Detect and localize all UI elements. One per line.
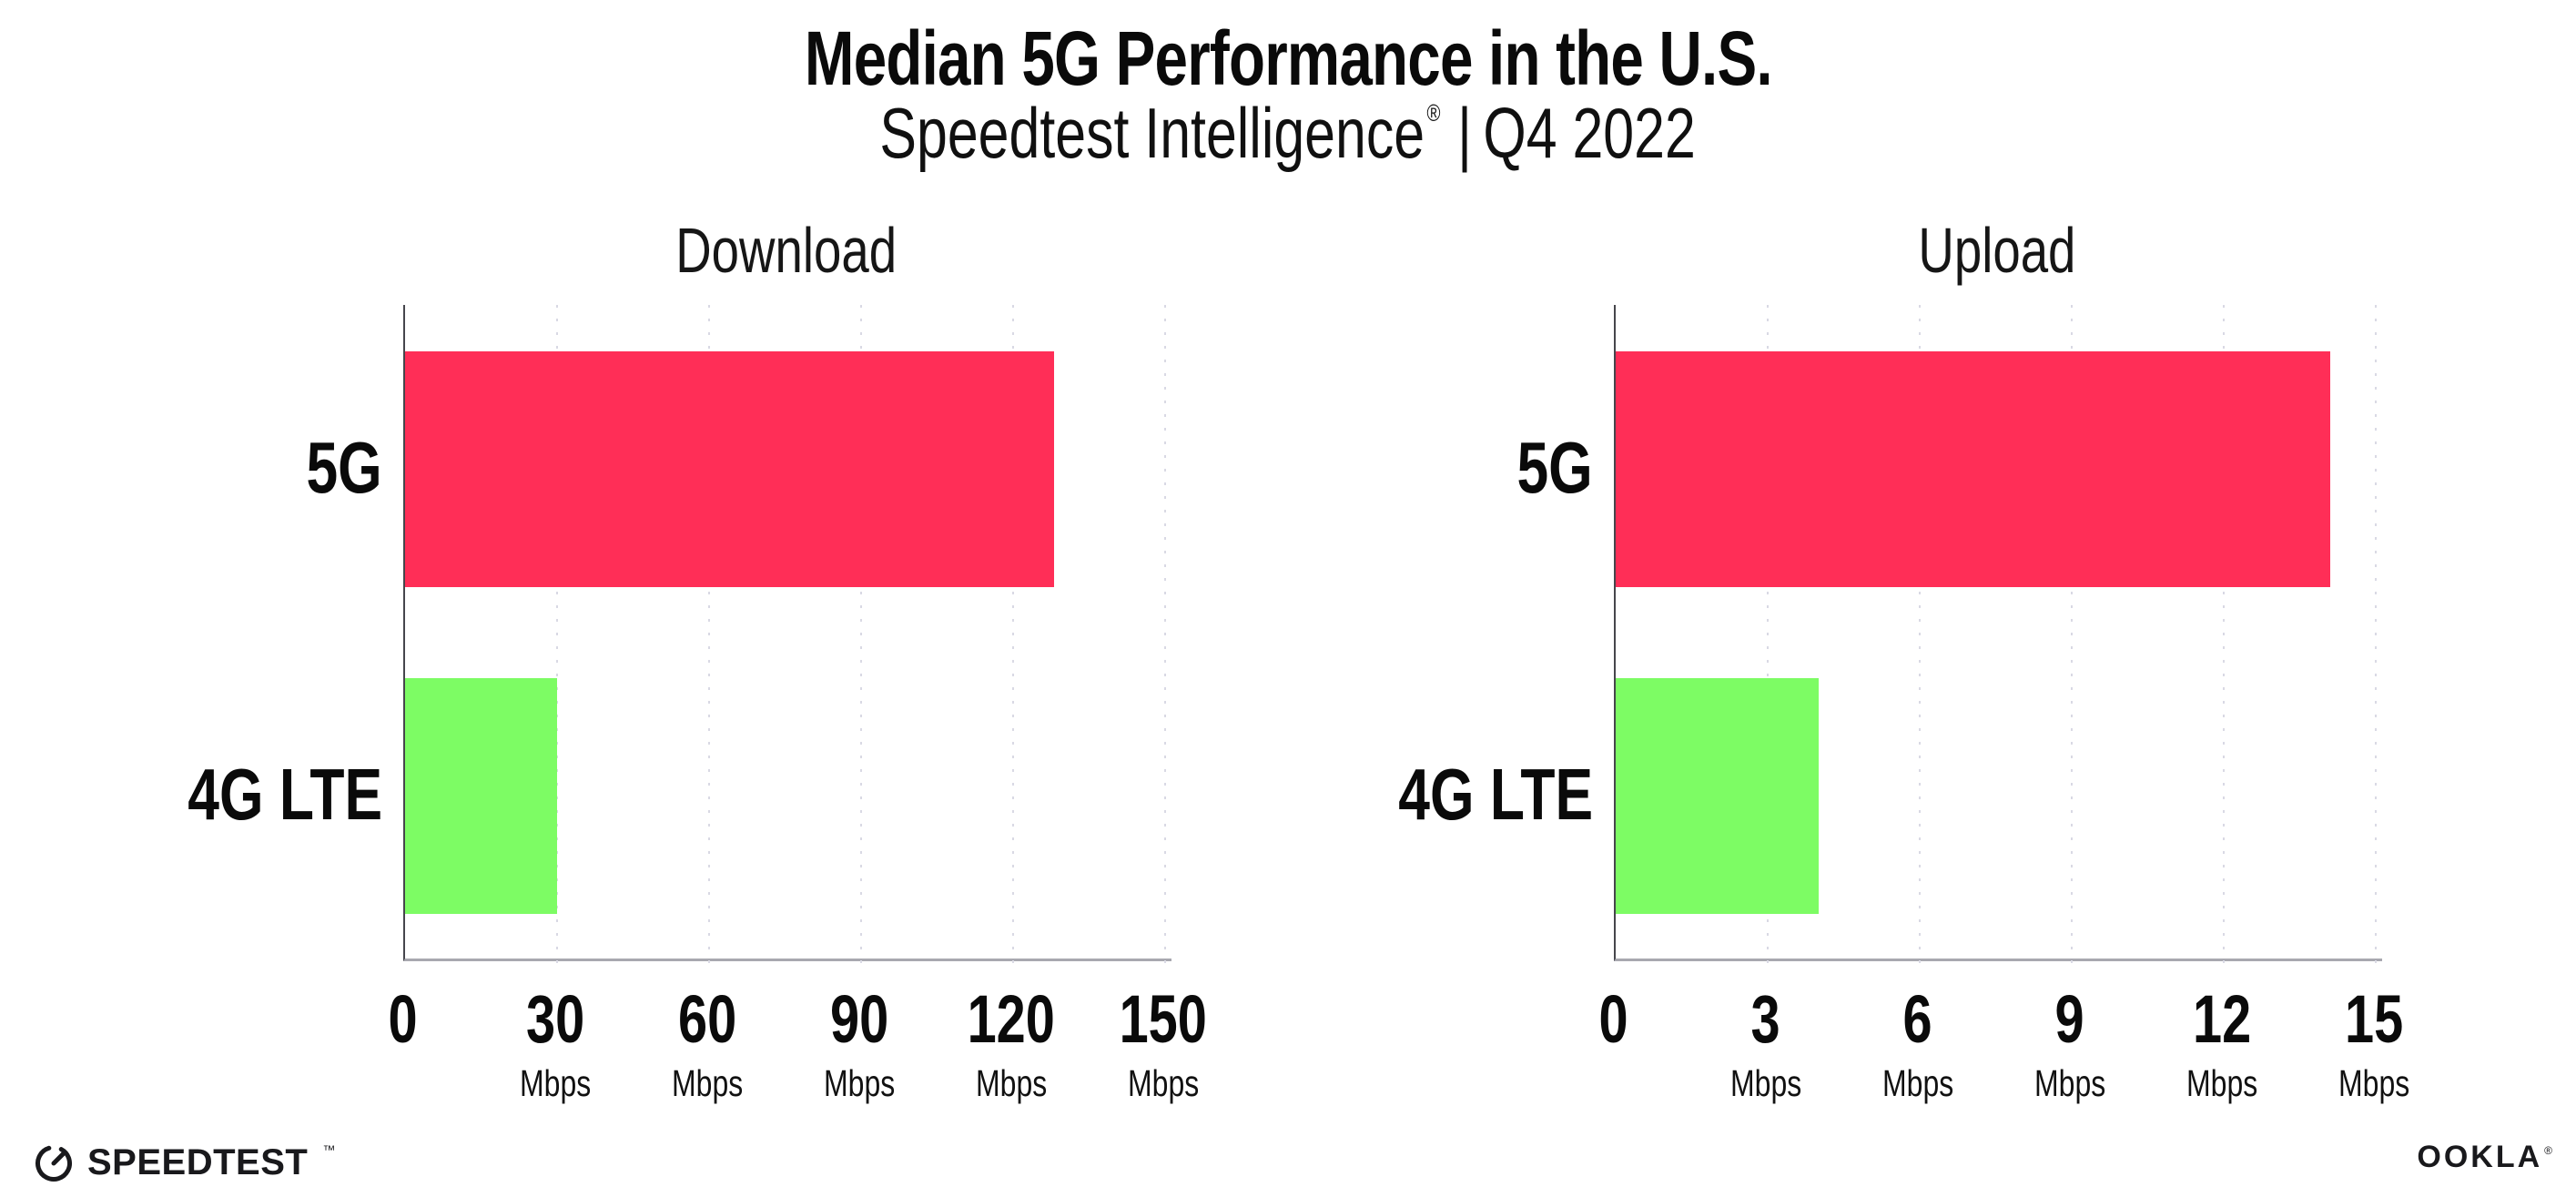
- gridline: [1767, 305, 1769, 969]
- download-axis-tick-0: 0: [388, 981, 419, 1057]
- page-title-text: Median 5G Performance in the U.S.: [804, 15, 1773, 101]
- gridline: [2071, 305, 2073, 969]
- download-axis-tick-150: 150 Mbps: [1119, 981, 1208, 1104]
- upload-axis-tick-15: 15 Mbps: [2338, 981, 2410, 1104]
- ookla-logo: OOKLA ®: [2417, 1140, 2552, 1175]
- speedtest-gauge-icon: [35, 1145, 72, 1182]
- registered-mark-icon: ®: [1426, 99, 1441, 127]
- speedtest-logo: SPEEDTEST ™: [33, 1140, 335, 1185]
- subtitle-separator: |: [1457, 93, 1473, 173]
- speedtest-wordmark: SPEEDTEST: [87, 1141, 309, 1182]
- upload-axis-tick-9: 9 Mbps: [2033, 981, 2106, 1104]
- download-axis-tick-90: 90 Mbps: [823, 981, 896, 1104]
- registered-mark-icon: ®: [2544, 1144, 2552, 1157]
- bar-5g-download: [405, 351, 1054, 587]
- upload-category-label-5g: 5G: [1516, 427, 1593, 508]
- download-category-label-4g-lte: 4G LTE: [188, 754, 382, 835]
- subtitle-brand: Speedtest Intelligence: [879, 93, 1425, 173]
- upload-axis-tick-3: 3 Mbps: [1729, 981, 1802, 1104]
- gridline: [708, 305, 710, 969]
- upload-category-label-4g-lte: 4G LTE: [1398, 754, 1593, 835]
- gridline: [556, 305, 558, 969]
- bar-4g-lte-upload: [1616, 678, 1819, 914]
- download-category-label-5g: 5G: [306, 427, 382, 508]
- download-plot-area: [403, 305, 1171, 969]
- page-subtitle: Speedtest Intelligence® | Q4 2022: [0, 93, 2576, 189]
- ookla-wordmark: OOKLA: [2417, 1140, 2543, 1174]
- download-axis-tick-30: 30 Mbps: [519, 981, 592, 1104]
- upload-axis-tick-6: 6 Mbps: [1881, 981, 1954, 1104]
- upload-panel-title: Upload: [1918, 215, 2076, 286]
- bar-5g-upload: [1616, 351, 2330, 587]
- bar-4g-lte-download: [405, 678, 557, 914]
- upload-axis-tick-0: 0: [1598, 981, 1629, 1057]
- upload-axis-tick-12: 12 Mbps: [2186, 981, 2258, 1104]
- gridline: [1164, 305, 1166, 969]
- upload-plot-area: [1614, 305, 2382, 969]
- gridline: [860, 305, 862, 969]
- download-panel-title: Download: [675, 215, 898, 286]
- trademark-icon: ™: [322, 1142, 336, 1157]
- gridline: [1012, 305, 1014, 969]
- gridline: [1919, 305, 1921, 969]
- page-title: Median 5G Performance in the U.S.: [0, 15, 2576, 102]
- gridline: [2223, 305, 2225, 969]
- download-axis-tick-60: 60 Mbps: [671, 981, 744, 1104]
- gridline: [2375, 305, 2377, 969]
- subtitle-period: Q4 2022: [1483, 93, 1697, 173]
- download-axis-tick-120: 120 Mbps: [967, 981, 1056, 1104]
